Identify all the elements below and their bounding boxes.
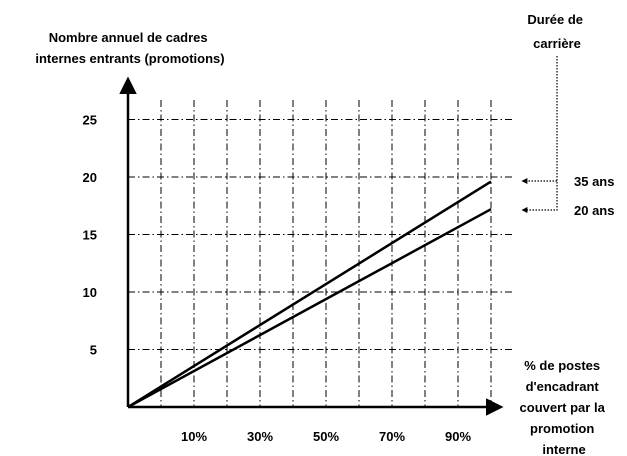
series-line-35-ans [127,180,492,409]
legend-label-20-ans: 20 ans [574,203,614,218]
y-tick-label-15: 15 [83,228,97,243]
x-tick-label-70: 70% [379,429,405,444]
x-tick-label-90: 90% [445,429,471,444]
y-tick-label-20: 20 [83,170,97,185]
legend-label-35-ans: 35 ans [574,174,614,189]
series-line-20-ans [127,208,492,409]
y-tick-label-25: 25 [83,113,97,128]
x-axis-title: % de postes d'encadrant couvert par la p… [520,358,609,456]
x-tick-label-30: 30% [247,429,273,444]
x-tick-label-10: 10% [181,429,207,444]
y-axis-title: Nombre annuel de cadres internes entrant… [35,30,224,66]
y-tick-label-10: 10 [83,285,97,300]
y-tick-label-5: 5 [90,343,97,358]
legend-connectors [521,56,558,213]
x-tick-label-50: 50% [313,429,339,444]
legend-title: Durée de carrière [527,12,586,51]
plot-area: 5 10 15 20 25 10% 30% 50% 70% 90% [83,76,515,444]
